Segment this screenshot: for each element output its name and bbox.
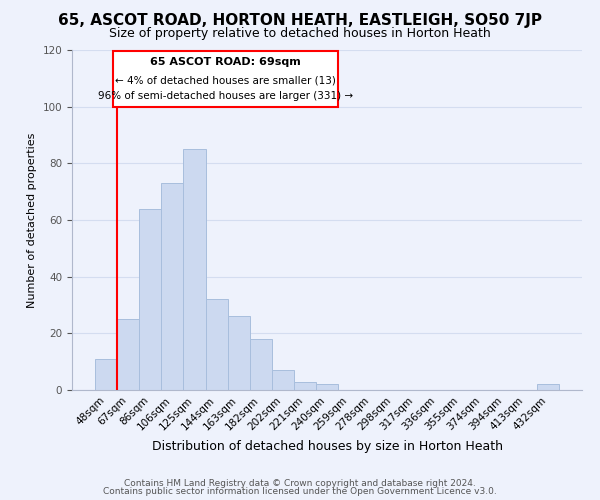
Text: Contains HM Land Registry data © Crown copyright and database right 2024.: Contains HM Land Registry data © Crown c…: [124, 478, 476, 488]
Bar: [139, 208, 161, 390]
Bar: [117, 319, 139, 390]
X-axis label: Distribution of detached houses by size in Horton Heath: Distribution of detached houses by size …: [151, 440, 503, 453]
Bar: [161, 183, 184, 390]
Bar: [537, 384, 559, 390]
Text: 65 ASCOT ROAD: 69sqm: 65 ASCOT ROAD: 69sqm: [150, 57, 301, 67]
Bar: [250, 339, 272, 390]
Text: Size of property relative to detached houses in Horton Heath: Size of property relative to detached ho…: [109, 28, 491, 40]
Text: ← 4% of detached houses are smaller (13): ← 4% of detached houses are smaller (13): [115, 76, 336, 86]
Bar: [206, 300, 227, 390]
Text: Contains public sector information licensed under the Open Government Licence v3: Contains public sector information licen…: [103, 487, 497, 496]
Text: 65, ASCOT ROAD, HORTON HEATH, EASTLEIGH, SO50 7JP: 65, ASCOT ROAD, HORTON HEATH, EASTLEIGH,…: [58, 12, 542, 28]
FancyBboxPatch shape: [113, 52, 338, 106]
Bar: [184, 149, 206, 390]
Y-axis label: Number of detached properties: Number of detached properties: [27, 132, 37, 308]
Bar: [227, 316, 250, 390]
Bar: [294, 382, 316, 390]
Text: 96% of semi-detached houses are larger (331) →: 96% of semi-detached houses are larger (…: [98, 91, 353, 101]
Bar: [95, 359, 117, 390]
Bar: [316, 384, 338, 390]
Bar: [272, 370, 294, 390]
